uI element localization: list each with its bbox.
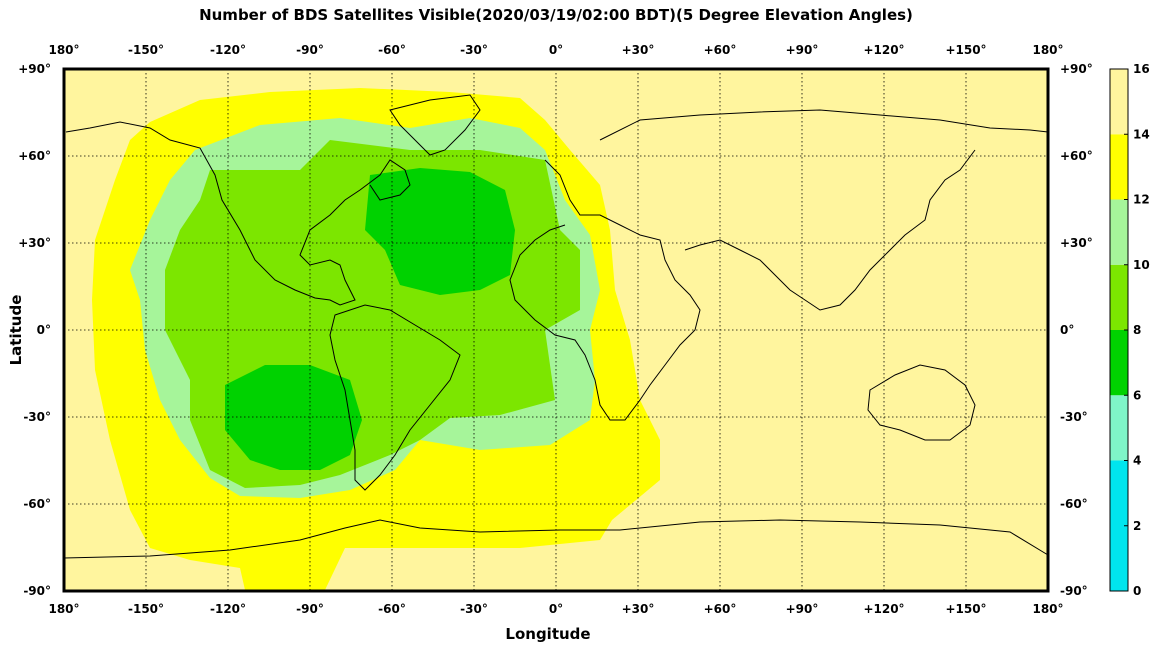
chart-title: Number of BDS Satellites Visible(2020/03…: [199, 6, 913, 24]
lon-tick-label-top: +60°: [704, 43, 737, 57]
colorbar-band: [1110, 264, 1128, 330]
colorbar-tick-label: 10: [1133, 258, 1150, 272]
lat-tick-label-left: 0°: [37, 323, 51, 337]
graticule: [64, 69, 1048, 591]
australia-coast: [867, 364, 976, 441]
lat-tick-label-left: -90°: [23, 584, 51, 598]
colorbar-band: [1110, 395, 1128, 461]
map-frame: [62, 67, 1050, 593]
lon-tick-label-top: +30°: [622, 43, 655, 57]
lat-tick-label-right: -60°: [1060, 497, 1088, 511]
lon-tick-label-bottom: -60°: [378, 602, 406, 616]
y-axis-label: Latitude: [7, 295, 25, 366]
x-axis-label: Longitude: [505, 625, 590, 643]
lat-tick-label-right: -90°: [1060, 584, 1088, 598]
colorbar-band: [1110, 134, 1128, 200]
lat-tick-label-left: -60°: [23, 497, 51, 511]
north-america-coast: [65, 121, 411, 306]
lat-tick-label-right: +30°: [1060, 236, 1093, 250]
lat-ticks-left: +90° +60° +30° 0° -30° -60° -90°: [18, 62, 51, 598]
lon-tick-label-bottom: +90°: [786, 602, 819, 616]
contour-6-8-north: [365, 168, 515, 295]
lat-tick-label-right: -30°: [1060, 410, 1088, 424]
lon-tick-label-top: 0°: [549, 43, 563, 57]
lon-tick-label-top: -90°: [296, 43, 324, 57]
lon-tick-label-bottom: -30°: [460, 602, 488, 616]
lon-tick-label-top: +90°: [786, 43, 819, 57]
lat-tick-label-right: 0°: [1060, 323, 1074, 337]
map-plot-area: [62, 67, 1050, 593]
contour-6-8-south: [225, 365, 362, 470]
lat-tick-label-left: +90°: [18, 62, 51, 76]
lon-tick-label-top: -120°: [210, 43, 246, 57]
lat-tick-label-right: +60°: [1060, 149, 1093, 163]
lon-tick-label-bottom: -120°: [210, 602, 246, 616]
colorbar-band: [1110, 460, 1128, 591]
lat-tick-label-left: -30°: [23, 410, 51, 424]
lon-tick-label-top: -60°: [378, 43, 406, 57]
lon-tick-label-top: +150°: [945, 43, 986, 57]
lon-tick-label-bottom: 180°: [1032, 602, 1063, 616]
lon-tick-label-bottom: +150°: [945, 602, 986, 616]
colorbar-tick-label: 16: [1133, 62, 1150, 76]
lat-tick-label-left: +30°: [18, 236, 51, 250]
colorbar-tick-label: 8: [1133, 323, 1141, 337]
lon-tick-label-bottom: -150°: [128, 602, 164, 616]
colorbar-tick-label: 2: [1133, 519, 1141, 533]
lon-tick-label-top: +120°: [863, 43, 904, 57]
lat-tick-label-right: +90°: [1060, 62, 1093, 76]
lat-ticks-right: +90° +60° +30° 0° -30° -60° -90°: [1060, 62, 1093, 598]
lon-tick-label-bottom: -90°: [296, 602, 324, 616]
colorbar-tick-label: 6: [1133, 388, 1141, 402]
lat-tick-label-left: +60°: [18, 149, 51, 163]
greenland-coast: [389, 94, 481, 156]
colorbar-band: [1110, 199, 1128, 265]
eurasia-coast: [599, 109, 1049, 311]
lon-tick-label-bottom: +30°: [622, 602, 655, 616]
lon-tick-label-top: -30°: [460, 43, 488, 57]
lon-tick-label-bottom: 180°: [48, 602, 79, 616]
colorbar-band: [1110, 330, 1128, 396]
visibility-contours: [92, 88, 660, 590]
colorbar-band: [1110, 69, 1128, 135]
lon-tick-label-top: 180°: [48, 43, 79, 57]
lon-tick-label-bottom: +120°: [863, 602, 904, 616]
colorbar-tick-label: 12: [1133, 193, 1150, 207]
europe-africa-coast: [509, 159, 701, 421]
lon-ticks-bottom: 180° -150° -120° -90° -60° -30° 0° +30° +60° +90°…: [48, 602, 1063, 616]
lon-tick-label-bottom: +60°: [704, 602, 737, 616]
coastlines: [63, 94, 1049, 559]
lon-tick-label-top: -150°: [128, 43, 164, 57]
colorbar-tick-label: 14: [1133, 127, 1150, 141]
colorbar: 0 2 4 6 8 10 12 14 16: [1109, 62, 1150, 598]
lon-tick-label-top: 180°: [1032, 43, 1063, 57]
colorbar-tick-label: 4: [1133, 454, 1141, 468]
lon-tick-label-bottom: 0°: [549, 602, 563, 616]
antarctica-coast: [63, 519, 1049, 559]
south-america-coast: [329, 304, 461, 491]
colorbar-tick-label: 0: [1133, 584, 1141, 598]
lon-ticks-top: 180° -150° -120° -90° -60° -30° 0° +30° +60° +90°…: [48, 43, 1063, 57]
